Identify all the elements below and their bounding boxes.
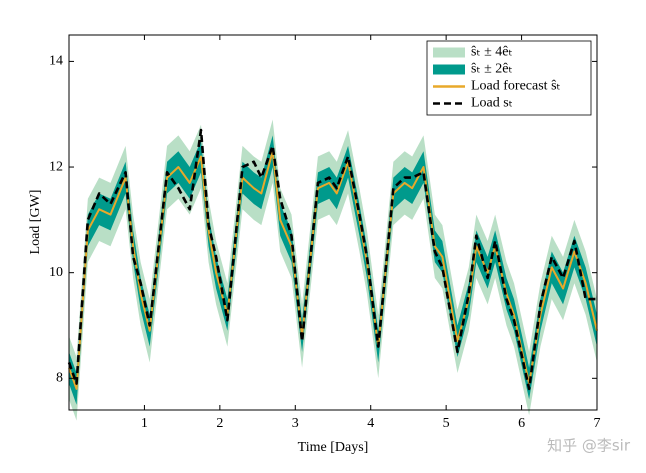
legend-label: ŝₜ ± 2êₜ (471, 62, 513, 77)
legend-swatch (433, 64, 465, 75)
band (69, 135, 597, 405)
x-tick-label: 6 (518, 416, 525, 431)
y-tick-label: 14 (49, 54, 63, 69)
y-tick-label: 12 (49, 159, 63, 174)
x-tick-label: 2 (216, 416, 223, 431)
plot-frame (68, 34, 598, 411)
x-tick-label: 1 (141, 416, 148, 431)
x-tick-label: 7 (594, 416, 601, 431)
legend-swatch (433, 47, 465, 58)
band (69, 119, 597, 421)
y-tick-label: 10 (49, 265, 63, 280)
legend-label: Load sₜ (471, 96, 513, 111)
x-tick-label: 3 (292, 416, 299, 431)
legend-label: ŝₜ ± 4êₜ (471, 45, 513, 60)
line (67, 128, 597, 391)
x-tick-label: 5 (443, 416, 450, 431)
legend-label: Load forecast ŝₜ (471, 79, 561, 94)
x-axis-label: Time [Days] (298, 440, 369, 455)
watermark: 知乎 @李sir (547, 437, 631, 455)
y-axis-label: Load [GW] (28, 190, 43, 255)
y-tick-label: 8 (56, 371, 63, 386)
x-tick-label: 4 (367, 416, 374, 431)
